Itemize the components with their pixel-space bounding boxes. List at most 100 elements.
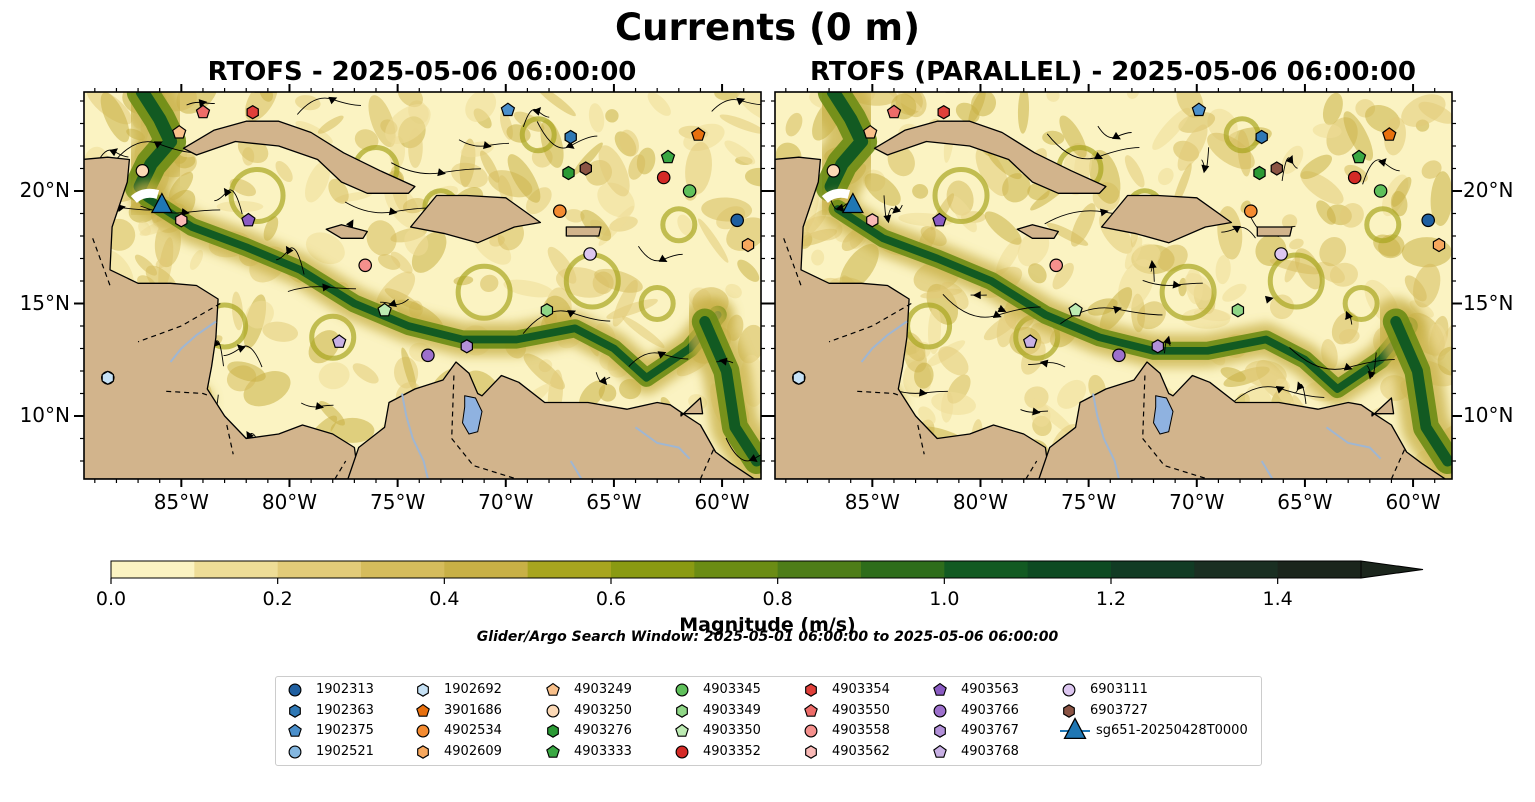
marker-1902363 — [564, 129, 577, 145]
legend-marker-circle — [804, 724, 818, 738]
legend-label: 4902534 — [444, 723, 502, 738]
lat-label: 15°N — [1463, 290, 1514, 315]
legend-label: 1902521 — [316, 743, 374, 759]
legend-marker-circle — [675, 683, 689, 697]
marker-4903766 — [421, 348, 435, 363]
marker-4903276 — [562, 165, 575, 181]
legend-marker-hexagon — [1063, 703, 1075, 718]
legend-label: 4903562 — [832, 743, 890, 759]
lon-label: 70°W — [478, 490, 534, 514]
legend-item: 4903350 — [673, 721, 873, 741]
lon-label: 85°W — [844, 490, 900, 514]
colorbar-segment — [527, 561, 612, 578]
legend-item: 4903550 — [802, 701, 1002, 721]
marker-4903345 — [682, 184, 697, 198]
lat-label: 15°N — [19, 290, 70, 315]
lat-label: 20°N — [19, 178, 70, 202]
legend-item: 6903111 — [1060, 680, 1260, 700]
map-frame — [774, 91, 1453, 480]
map-panel-1 — [84, 92, 761, 479]
glider-track — [130, 188, 160, 203]
legend-item: 3901686 — [414, 701, 614, 721]
marker-4903768 — [1022, 334, 1038, 348]
marker-sg651-20250428T0000 — [841, 192, 864, 214]
legend-item: 4903766 — [931, 701, 1131, 721]
map-frame — [83, 91, 762, 480]
marker-1902363 — [1255, 129, 1268, 145]
colorbar-segment — [1194, 561, 1279, 578]
legend-label: 4903558 — [832, 723, 890, 738]
legend-item: 6903727 — [1060, 701, 1260, 721]
legend-label: 1902313 — [316, 682, 374, 697]
legend-item: 1902692 — [414, 680, 614, 700]
legend-item: 4903352 — [673, 742, 873, 762]
marker-4903352 — [1347, 170, 1362, 185]
colorbar-segment — [1111, 561, 1195, 578]
marker-4903249 — [862, 124, 878, 139]
legend-marker-pentagon — [675, 723, 689, 737]
legend-item: 4903562 — [802, 742, 1002, 762]
map-panels — [74, 84, 1462, 487]
legend-label: 4903249 — [574, 682, 632, 697]
legend-label: 4903767 — [961, 723, 1019, 738]
legend-label: 4903250 — [574, 702, 632, 718]
legend-item: 4903563 — [931, 680, 1131, 700]
legend-label: 4903276 — [574, 723, 632, 738]
legend-marker-pentagon — [546, 744, 560, 758]
lon-label: 80°W — [261, 490, 318, 514]
colorbar-segment — [361, 561, 445, 578]
legend-item: sg651-20250428T0000 — [1060, 717, 1260, 741]
marker-4903558 — [358, 258, 373, 273]
legend-marker-hexagon — [289, 703, 301, 718]
legend-item: 4903767 — [931, 721, 1131, 741]
legend-marker-pentagon — [416, 703, 430, 717]
legend-label: 6903111 — [1090, 682, 1148, 697]
legend-label: 4903352 — [703, 743, 761, 759]
colorbar-label: Magnitude (m/s) — [679, 614, 856, 636]
colorbar-tick-label: 1.4 — [1262, 588, 1293, 610]
legend-marker-triangle — [1060, 717, 1090, 740]
marker-1902313 — [1421, 213, 1435, 228]
legend-item: 4903250 — [544, 701, 744, 721]
marker-4903767 — [1151, 339, 1165, 354]
colorbar-segment — [444, 561, 529, 578]
marker-1902692 — [101, 370, 115, 385]
marker-1902375 — [500, 102, 516, 117]
lon-label: 75°W — [1061, 490, 1117, 514]
panel-title-rtofs: RTOFS - 2025-05-06 06:00:00 — [207, 57, 637, 87]
legend-label: 4903333 — [574, 743, 632, 759]
legend-marker-circle — [288, 683, 302, 697]
legend-marker-circle — [288, 745, 302, 758]
legend-marker-hexagon — [805, 744, 817, 759]
legend-item: 4903276 — [544, 721, 744, 741]
colorbar-tick-label: 0.6 — [595, 588, 627, 610]
legend-item: 4903345 — [673, 680, 873, 700]
legend-item: 4903349 — [673, 701, 873, 721]
marker-4902534 — [552, 204, 567, 218]
colorbar-segment — [861, 561, 945, 578]
lon-label: 70°W — [1169, 490, 1225, 514]
legend: 1902313 1902363 1902375 1902521 1902692 39016… — [275, 676, 1262, 766]
colorbar-segment — [194, 561, 279, 578]
marker-4903350 — [377, 302, 392, 317]
legend-item: 1902375 — [286, 721, 486, 741]
legend-label: sg651-20250428T0000 — [1096, 723, 1248, 738]
legend-label: 1902363 — [316, 702, 374, 718]
legend-item: 4903768 — [931, 742, 1131, 762]
legend-label: 4903550 — [832, 702, 890, 718]
marker-4903350 — [1068, 302, 1083, 317]
map-panel-2 — [775, 92, 1452, 479]
marker-4903550 — [886, 104, 902, 119]
marker-4903768 — [331, 334, 347, 348]
colorbar-segment — [111, 561, 195, 578]
marker-4903766 — [1112, 348, 1126, 363]
lat-label: 20°N — [1463, 178, 1514, 202]
lon-label: 65°W — [586, 490, 642, 514]
glider-track — [821, 188, 851, 203]
marker-4902609 — [741, 237, 755, 253]
legend-marker-hexagon — [547, 724, 559, 738]
panel-title-rtofs-parallel: RTOFS (PARALLEL) - 2025-05-06 06:00:00 — [810, 57, 1416, 87]
legend-item: 4902609 — [414, 742, 614, 762]
legend-marker-circle — [1062, 683, 1076, 697]
marker-4903250 — [826, 164, 841, 178]
